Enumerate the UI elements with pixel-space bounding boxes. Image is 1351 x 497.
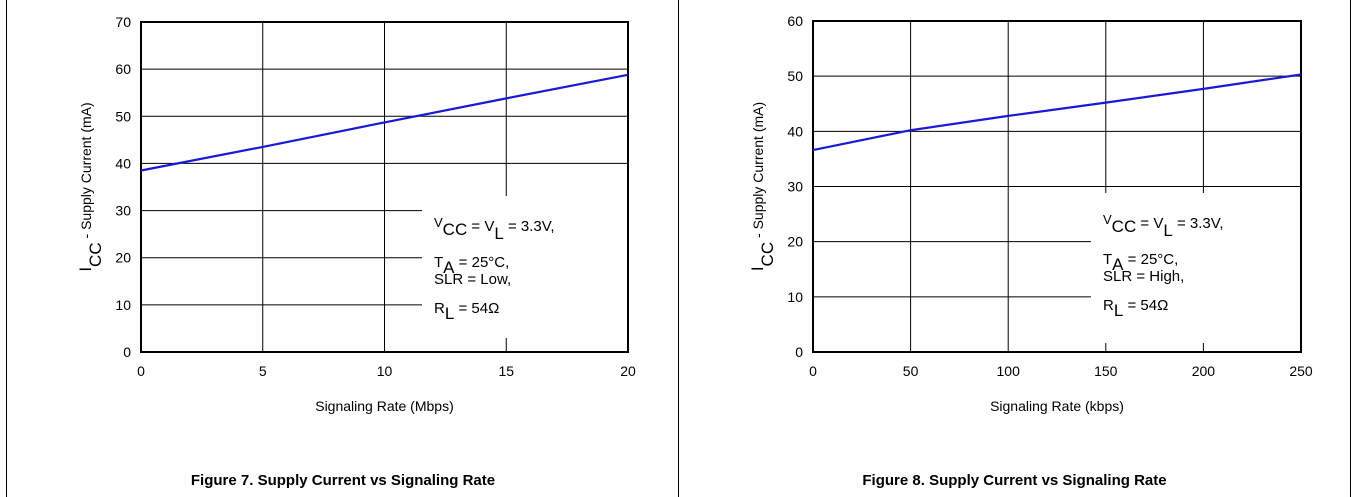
x-tick-label: 0 xyxy=(137,363,145,379)
y-tick-label: 10 xyxy=(787,289,803,305)
y-tick-label: 70 xyxy=(115,14,131,30)
y-tick-label: 50 xyxy=(115,108,131,124)
x-tick-label: 50 xyxy=(903,363,919,379)
x-tick-label: 5 xyxy=(259,363,267,379)
annotation-ta: TA = 25°C, xyxy=(1103,251,1178,274)
annotation-box xyxy=(1091,193,1311,343)
y-axis-label: ICC - Supply Current (mA) xyxy=(76,102,105,271)
annotation-rl: RL = 54Ω xyxy=(434,300,499,323)
x-tick-label: 15 xyxy=(498,363,514,379)
y-tick-label: 50 xyxy=(787,68,803,84)
figure-caption: Figure 7. Supply Current vs Signaling Ra… xyxy=(190,472,496,489)
x-tick-label: 200 xyxy=(1192,363,1216,379)
y-tick-label: 40 xyxy=(115,155,131,171)
y-tick-label: 30 xyxy=(115,203,131,219)
annotation-slr: SLR = High, xyxy=(1103,268,1184,285)
y-tick-label: 10 xyxy=(115,297,131,313)
x-tick-label: 150 xyxy=(1094,363,1118,379)
y-tick-label: 20 xyxy=(115,250,131,266)
annotation-rl: RL = 54Ω xyxy=(1103,297,1168,320)
y-tick-label: 0 xyxy=(123,344,131,360)
chart-figure-7: 0 5 10 15 20 0 10 20 30 40 50 60 70 Signaling Rate (M… xyxy=(76,14,637,414)
x-tick-label: 100 xyxy=(997,363,1021,379)
x-axis-label: Signaling Rate (Mbps) xyxy=(315,398,454,414)
y-tick-label: 20 xyxy=(787,234,803,250)
figure-caption: Figure 8. Supply Current vs Signaling Ra… xyxy=(862,472,1167,489)
chart-figure-8: 0 50 100 150 200 250 0 10 20 30 40 50 60 Signaling Ra… xyxy=(748,13,1313,414)
annotation-vcc: VCC = VL = 3.3V, xyxy=(1103,212,1224,240)
x-tick-label: 20 xyxy=(620,363,636,379)
x-axis-label: Signaling Rate (kbps) xyxy=(990,398,1124,414)
y-tick-label: 60 xyxy=(115,61,131,77)
series-line xyxy=(812,73,1302,152)
plot-frame xyxy=(812,20,1302,353)
annotation-ta: TA = 25°C, xyxy=(434,254,509,277)
x-tick-label: 10 xyxy=(377,363,393,379)
annotation-vcc: VCC = VL = 3.3V, xyxy=(434,215,555,243)
annotation-box xyxy=(422,196,637,338)
y-axis-label: ICC - Supply Current (mA) xyxy=(748,102,777,271)
y-tick-label: 30 xyxy=(787,179,803,195)
y-tick-label: 0 xyxy=(795,344,803,360)
plot-frame xyxy=(140,21,629,353)
x-tick-label: 250 xyxy=(1289,363,1313,379)
annotation-slr: SLR = Low, xyxy=(434,271,511,288)
x-tick-label: 0 xyxy=(809,363,817,379)
y-tick-label: 40 xyxy=(787,123,803,139)
chart-panel-figure-7: 0 5 10 15 20 0 10 20 30 40 50 60 70 Signaling Rate (M… xyxy=(6,0,679,497)
chart-panel-figure-8: 0 50 100 150 200 250 0 10 20 30 40 50 60 Signaling Ra… xyxy=(678,0,1351,497)
y-tick-label: 60 xyxy=(787,13,803,29)
